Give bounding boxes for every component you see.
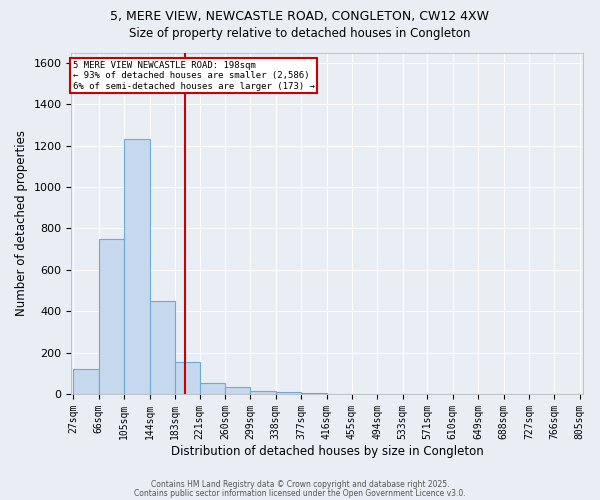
Bar <box>99 239 124 394</box>
Bar <box>250 391 276 394</box>
Bar <box>200 382 225 394</box>
Bar <box>73 369 99 394</box>
Bar <box>225 386 250 394</box>
Text: 5, MERE VIEW, NEWCASTLE ROAD, CONGLETON, CW12 4XW: 5, MERE VIEW, NEWCASTLE ROAD, CONGLETON,… <box>110 10 490 23</box>
Bar <box>175 362 200 394</box>
Text: 5 MERE VIEW NEWCASTLE ROAD: 198sqm
← 93% of detached houses are smaller (2,586)
: 5 MERE VIEW NEWCASTLE ROAD: 198sqm ← 93%… <box>73 61 314 90</box>
Bar <box>149 301 175 394</box>
Bar <box>124 140 149 394</box>
Y-axis label: Number of detached properties: Number of detached properties <box>15 130 28 316</box>
Text: Contains public sector information licensed under the Open Government Licence v3: Contains public sector information licen… <box>134 488 466 498</box>
Text: Size of property relative to detached houses in Congleton: Size of property relative to detached ho… <box>129 28 471 40</box>
Text: Contains HM Land Registry data © Crown copyright and database right 2025.: Contains HM Land Registry data © Crown c… <box>151 480 449 489</box>
X-axis label: Distribution of detached houses by size in Congleton: Distribution of detached houses by size … <box>171 444 484 458</box>
Bar <box>276 392 301 394</box>
Bar <box>301 393 326 394</box>
